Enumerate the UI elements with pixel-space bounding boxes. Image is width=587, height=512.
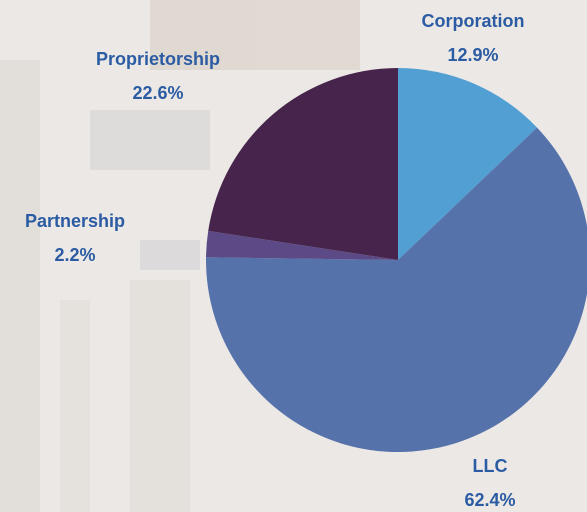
slice-value-label: 2.2% <box>54 245 95 265</box>
slice-label: Proprietorship <box>96 49 220 69</box>
pie-slice <box>208 68 398 260</box>
background-photo <box>0 0 360 512</box>
slice-label: Corporation <box>422 11 525 31</box>
pie-slice <box>206 127 587 452</box>
slice-value-label: 22.6% <box>132 83 183 103</box>
slice-label: LLC <box>473 456 508 476</box>
slice-value-label: 12.9% <box>447 45 498 65</box>
pie-slice <box>206 230 398 260</box>
slice-value-label: 62.4% <box>464 490 515 510</box>
slice-label: Partnership <box>25 211 125 231</box>
pie-slice <box>398 68 538 260</box>
